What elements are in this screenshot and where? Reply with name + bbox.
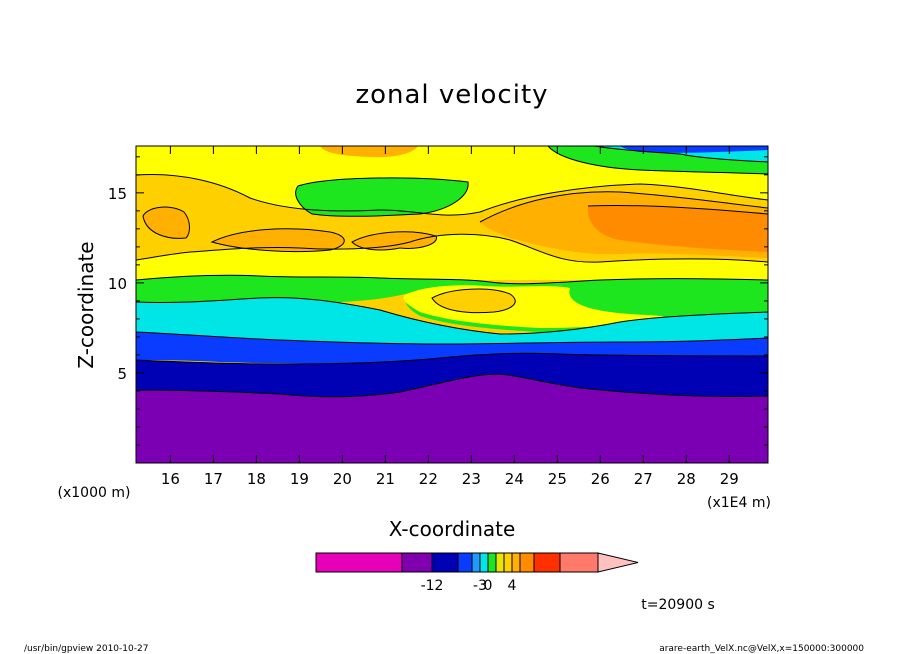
time-label: t=20900 s (641, 597, 715, 613)
footer-right: arare-earth_VelX.nc@VelX,x=150000:300000 (659, 644, 864, 654)
colorbar-label: -3 (473, 578, 487, 594)
colorbar-segment (401, 552, 433, 573)
level-L5-upper-left-blob (295, 177, 469, 217)
x-tick-label: 25 (548, 470, 567, 488)
colorbar-arrow (597, 552, 639, 573)
level-L4-layer (136, 297, 768, 346)
y-tick-label: 5 (117, 365, 127, 383)
x-unit-note: (x1E4 m) (707, 495, 771, 511)
chart-title: zonal velocity (355, 80, 548, 110)
y-tick-label: 15 (108, 185, 127, 203)
colorbar-label: 4 (508, 578, 517, 594)
x-tick-label: 18 (247, 470, 266, 488)
x-tick-label: 29 (720, 470, 739, 488)
y-unit-note: (x1000 m) (58, 485, 131, 501)
level-L8-center-left (212, 228, 345, 252)
plot-area (136, 146, 768, 463)
x-tick-label: 17 (204, 470, 223, 488)
x-tick-label: 26 (591, 470, 610, 488)
colorbar-segment (457, 552, 473, 573)
colorbar-label: -12 (421, 578, 444, 594)
colorbar-segment (511, 552, 521, 573)
x-tick-label: 28 (677, 470, 696, 488)
x-tick-label: 23 (462, 470, 481, 488)
colorbar: -12 -30 4 (315, 552, 639, 594)
level-L7-small-blob (432, 289, 516, 313)
colorbar-segment (487, 552, 497, 573)
x-tick-label: 27 (634, 470, 653, 488)
y-tick-label: 10 (108, 275, 127, 293)
level-L1-layer (136, 374, 768, 463)
colorbar-segment (519, 552, 535, 573)
colorbar-segment (431, 552, 459, 573)
contour-lines (136, 146, 768, 398)
axis-ticks: 16 17 18 19 20 21 22 23 24 25 26 27 28 29 5 10 15 (108, 146, 768, 488)
x-tick-label: 20 (333, 470, 352, 488)
plot-frame (135, 145, 769, 464)
x-tick-label: 24 (505, 470, 524, 488)
colorbar-segment (315, 552, 403, 573)
level-L2-layer (136, 353, 768, 400)
level-L9-right-core (587, 205, 768, 252)
x-tick-label: 21 (376, 470, 395, 488)
colorbar-label: 0 (484, 578, 493, 594)
level-L8-left-blob (143, 207, 190, 239)
colorbar-segment (495, 552, 505, 573)
y-axis-title: Z-coordinate (74, 241, 98, 368)
colorbar-segment (503, 552, 513, 573)
colorbar-segment (533, 552, 561, 573)
x-tick-label: 22 (419, 470, 438, 488)
level-L3-top-right-corner (620, 146, 768, 153)
x-tick-label: 16 (161, 470, 180, 488)
level-L8-center (352, 231, 437, 250)
level-L8-top-center (320, 146, 418, 158)
footer-left: /usr/bin/gpview 2010-10-27 (24, 644, 148, 654)
colorbar-segment (471, 552, 481, 573)
x-tick-label: 19 (290, 470, 309, 488)
colorbar-segment (479, 552, 489, 573)
colorbar-segment (559, 552, 599, 573)
x-axis-title: X-coordinate (389, 517, 516, 541)
